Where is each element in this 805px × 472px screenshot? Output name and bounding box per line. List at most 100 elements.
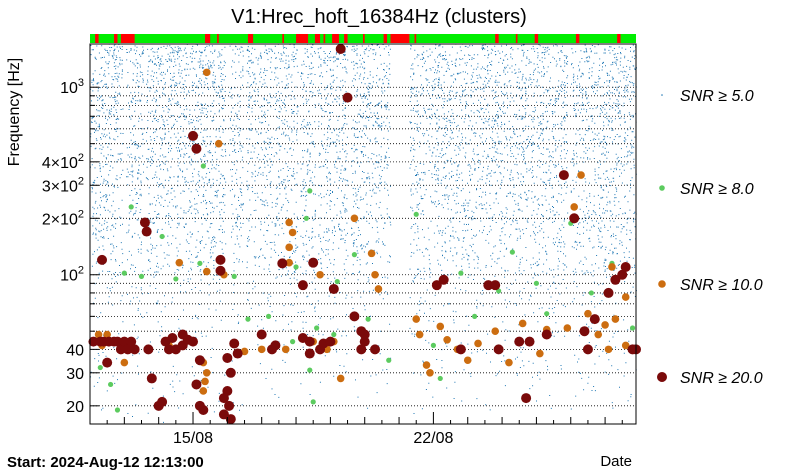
data-point	[483, 280, 494, 291]
data-point	[102, 357, 113, 368]
data-point	[199, 387, 208, 395]
state-bar-segment	[515, 34, 518, 43]
data-point	[371, 270, 379, 279]
data-point	[374, 285, 383, 293]
data-point	[604, 345, 613, 354]
data-point	[270, 340, 281, 351]
data-point	[569, 213, 580, 224]
data-point	[524, 336, 535, 347]
data-point	[314, 325, 320, 331]
data-point	[201, 377, 209, 386]
data-point	[620, 261, 631, 272]
data-point	[281, 345, 290, 354]
data-point	[222, 352, 233, 363]
data-point	[225, 414, 236, 425]
data-point	[232, 348, 243, 359]
data-point	[173, 276, 179, 282]
data-point	[202, 267, 211, 276]
data-point	[126, 336, 137, 347]
data-point	[114, 407, 121, 413]
data-point	[438, 274, 449, 285]
y-tick-label: 102	[60, 265, 84, 285]
data-point	[139, 217, 150, 228]
state-bar-segment	[390, 34, 410, 43]
y-tick-label: 3×102	[42, 175, 84, 195]
data-point	[611, 315, 620, 323]
data-point	[316, 270, 324, 279]
data-point	[94, 330, 103, 339]
data-point	[290, 339, 296, 345]
data-point	[277, 258, 288, 269]
data-point	[386, 357, 392, 363]
data-point	[197, 260, 203, 266]
legend-marker	[659, 185, 665, 191]
legend-item: SNR ≥ 8.0	[659, 181, 754, 198]
state-bar-segment	[114, 34, 118, 43]
data-point	[412, 315, 421, 323]
data-point	[128, 204, 134, 210]
data-point	[436, 322, 445, 331]
data-point	[472, 313, 478, 319]
data-point	[303, 215, 309, 221]
data-point	[463, 356, 472, 365]
chart-title: V1:Hrec_hoft_16384Hz (clusters)	[231, 6, 527, 28]
data-point	[191, 379, 202, 390]
data-point	[191, 143, 202, 154]
data-point	[582, 344, 593, 355]
data-point	[443, 335, 451, 344]
data-point	[202, 68, 211, 77]
data-point	[422, 361, 431, 369]
data-point	[430, 342, 436, 349]
data-point	[536, 349, 544, 358]
state-bar-segment	[205, 34, 211, 43]
legend-item: SNR ≥ 20.0	[657, 370, 763, 387]
legend-marker	[658, 280, 666, 288]
state-bar-segment	[217, 34, 219, 43]
data-point	[257, 345, 266, 354]
data-point	[157, 396, 168, 407]
data-point	[229, 338, 240, 349]
data-point	[509, 249, 515, 255]
state-bar-segment	[383, 34, 388, 43]
data-point	[122, 344, 133, 355]
state-bar-segment	[344, 34, 348, 43]
data-point	[120, 358, 129, 367]
data-point	[514, 336, 525, 347]
data-point	[621, 341, 630, 350]
data-point	[584, 309, 592, 318]
data-point	[533, 280, 540, 286]
data-point	[521, 393, 532, 404]
data-point	[594, 330, 603, 339]
start-label: Start: 2024-Aug-12 12:13:00	[7, 454, 204, 471]
data-point	[202, 369, 211, 377]
data-point	[297, 280, 308, 291]
data-point	[307, 188, 313, 194]
plot-frame	[89, 43, 637, 425]
state-bar	[90, 34, 636, 43]
data-point	[97, 364, 103, 371]
data-point	[119, 336, 130, 347]
y-axis-label: Frequency [Hz]	[6, 58, 23, 166]
data-point	[437, 375, 443, 382]
state-bar-segment	[323, 34, 326, 43]
data-point	[222, 385, 233, 396]
state-bar-segment	[296, 34, 309, 43]
data-point	[310, 399, 316, 405]
data-point	[359, 336, 370, 347]
data-point	[159, 233, 165, 240]
data-point	[413, 211, 419, 217]
y-tick-label: 2×102	[42, 208, 84, 228]
y-tick-label: 40	[66, 342, 84, 359]
data-point	[541, 329, 552, 340]
state-bar-segment	[314, 34, 321, 43]
data-point	[579, 326, 590, 337]
legend-item: SNR ≥ 10.0	[658, 277, 763, 294]
state-bar-segment	[247, 34, 254, 43]
data-point	[356, 344, 367, 355]
y-tick-label: 103	[60, 77, 84, 97]
data-point	[121, 270, 127, 276]
data-point	[285, 258, 293, 267]
data-point	[334, 278, 340, 285]
data-point	[245, 316, 251, 322]
data-point	[629, 325, 636, 331]
